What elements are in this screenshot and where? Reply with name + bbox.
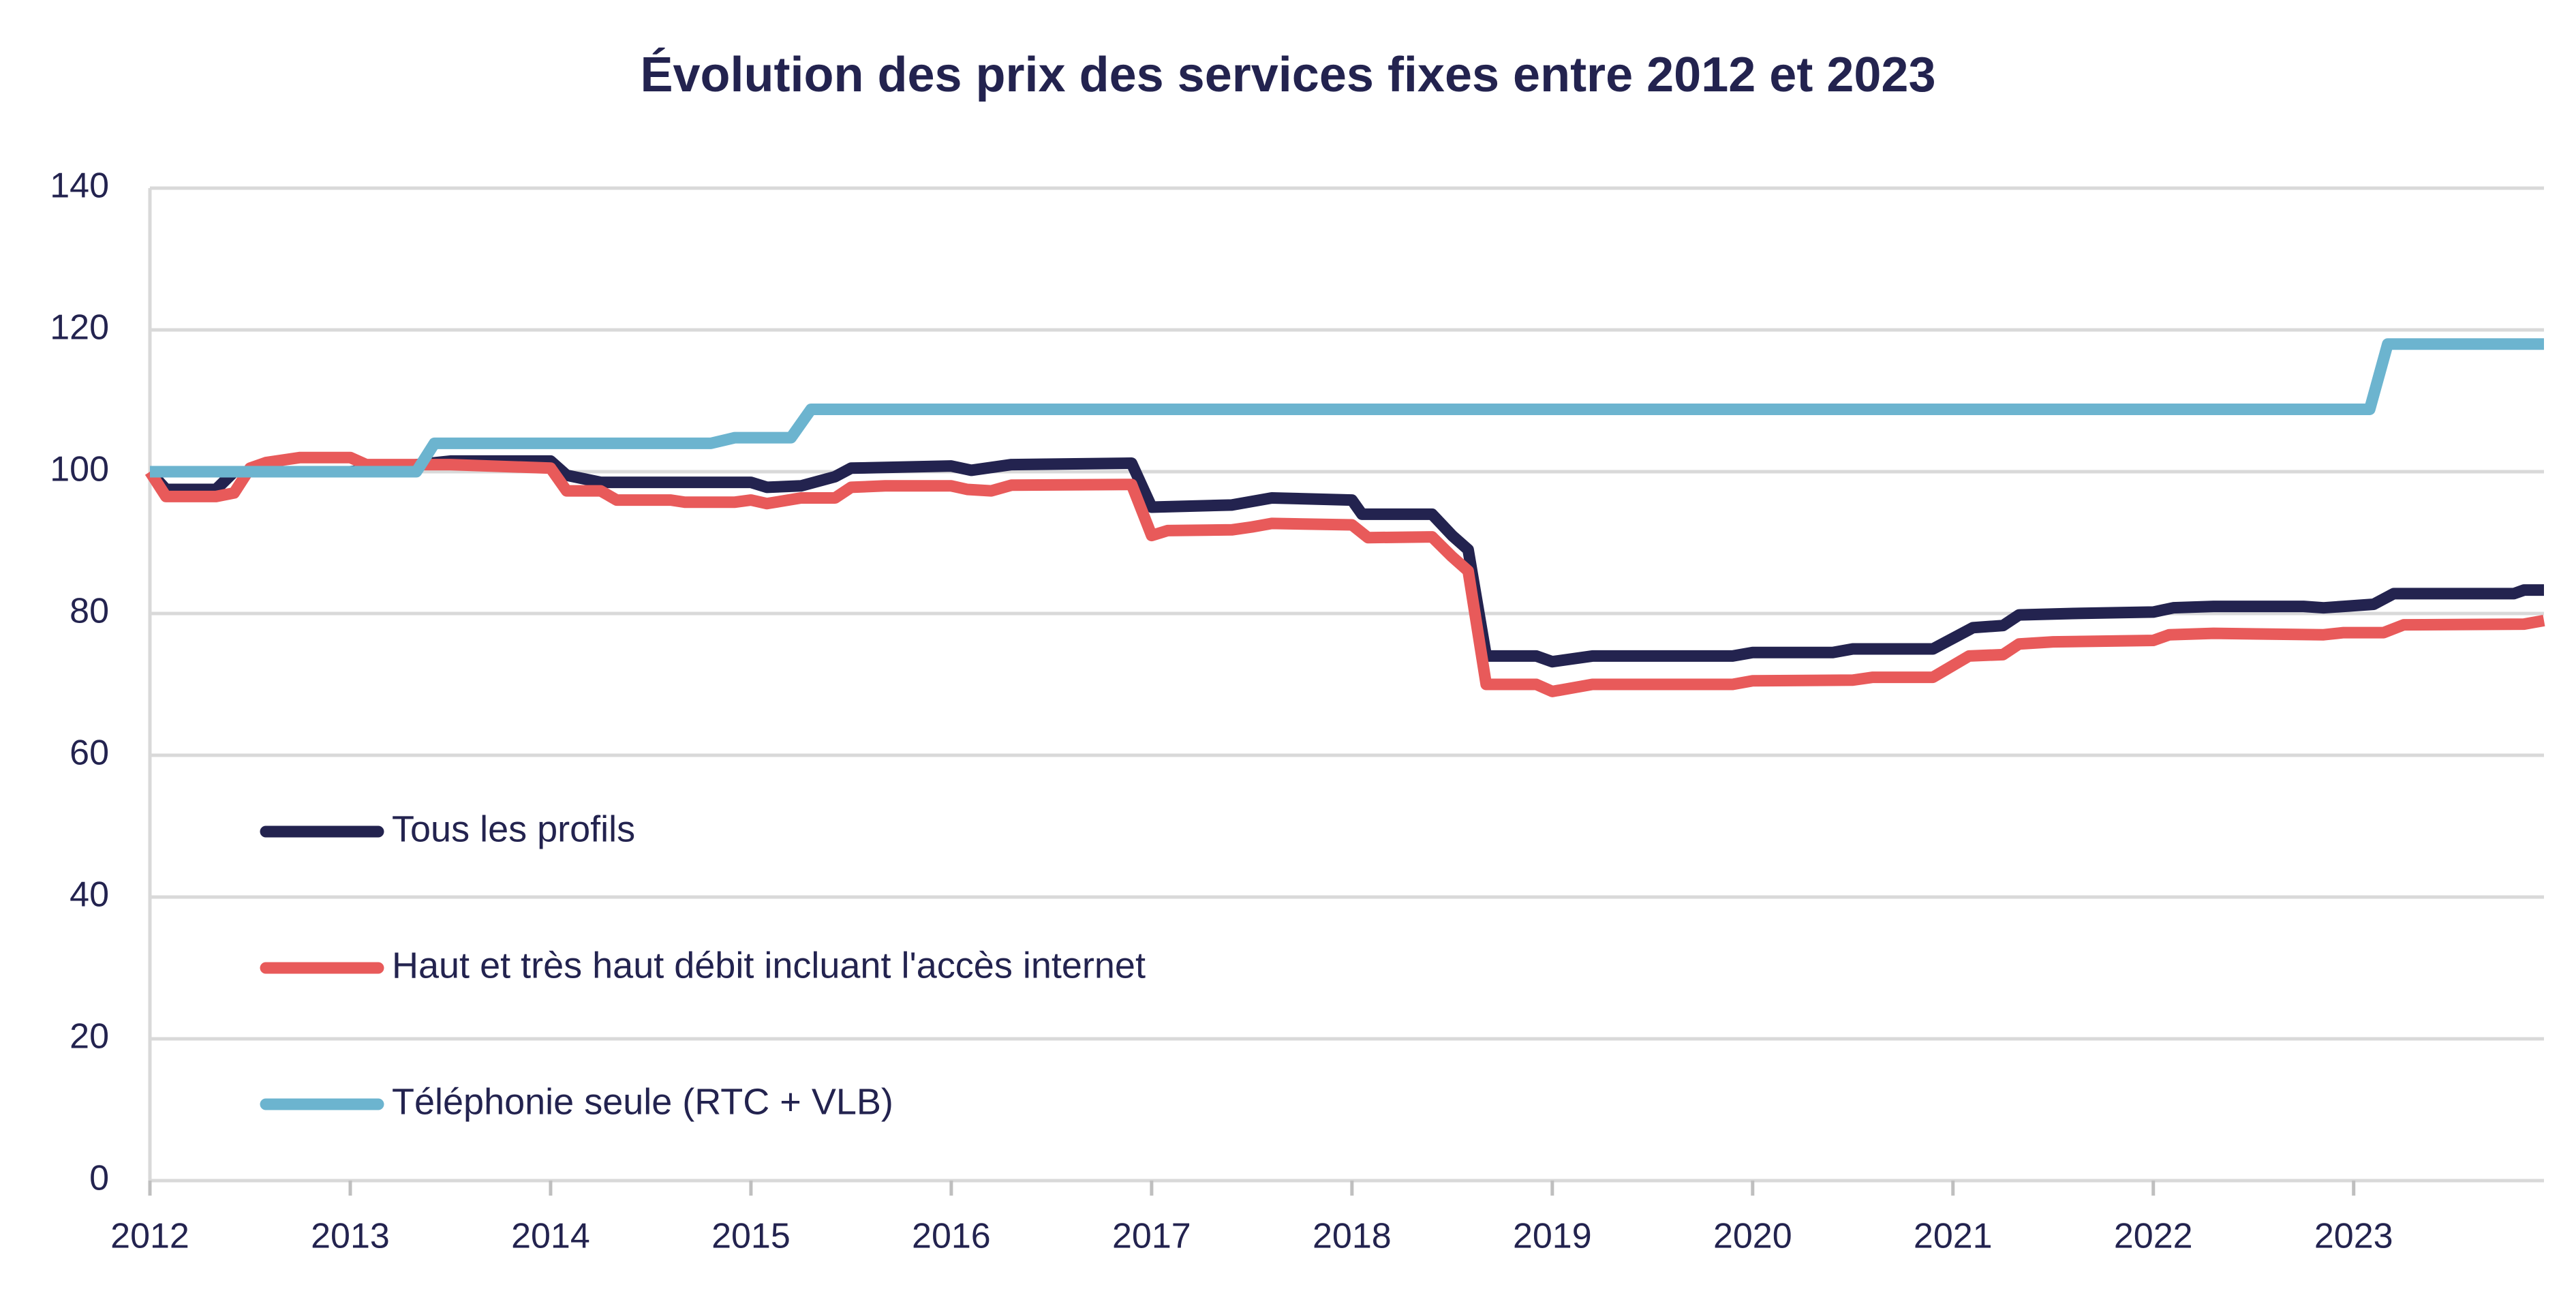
x-tick-label: 2014 bbox=[511, 1217, 590, 1256]
x-tick-label: 2021 bbox=[1914, 1217, 1993, 1256]
series-line bbox=[144, 451, 2545, 697]
chart-title: Évolution des prix des services fixes en… bbox=[640, 48, 1935, 102]
y-tick-label: 40 bbox=[70, 875, 109, 915]
y-tick-label: 80 bbox=[70, 592, 109, 631]
x-tick-label: 2016 bbox=[912, 1217, 991, 1256]
legend-label: Haut et très haut débit incluant l'accès… bbox=[392, 945, 1146, 986]
legend-label: Téléphonie seule (RTC + VLB) bbox=[392, 1081, 893, 1122]
x-tick-label: 2019 bbox=[1513, 1217, 1592, 1256]
x-tick-label: 2018 bbox=[1313, 1217, 1392, 1256]
x-tick-label: 2012 bbox=[110, 1217, 189, 1256]
x-tick-label: 2015 bbox=[711, 1217, 791, 1256]
y-tick-label: 60 bbox=[70, 733, 109, 773]
x-tick-label: 2020 bbox=[1713, 1217, 1792, 1256]
y-tick-label: 100 bbox=[50, 450, 109, 489]
y-tick-label: 0 bbox=[89, 1159, 109, 1198]
legend-label: Tous les profils bbox=[392, 808, 635, 849]
x-tick-label: 2017 bbox=[1112, 1217, 1191, 1256]
y-tick-label: 120 bbox=[50, 308, 109, 348]
y-tick-label: 20 bbox=[70, 1017, 109, 1057]
series-line bbox=[150, 338, 2544, 478]
series-line bbox=[145, 455, 2544, 668]
y-tick-label: 140 bbox=[50, 166, 109, 206]
x-tick-label: 2022 bbox=[2114, 1217, 2193, 1256]
x-tick-label: 2023 bbox=[2314, 1217, 2393, 1256]
x-tick-label: 2013 bbox=[311, 1217, 390, 1256]
